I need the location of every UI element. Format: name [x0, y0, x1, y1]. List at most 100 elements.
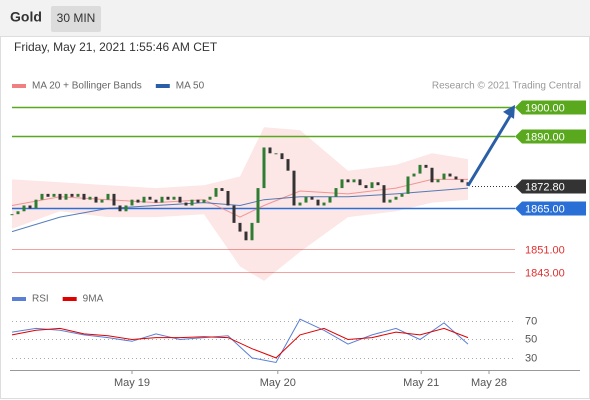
indicator-line [11, 318, 469, 364]
candle [388, 199, 392, 203]
candle [370, 182, 374, 189]
candle [262, 147, 266, 189]
candle [64, 193, 68, 200]
candle [274, 153, 278, 155]
candle [340, 179, 344, 189]
candle [190, 199, 194, 206]
level-tag [515, 129, 586, 144]
interval-label[interactable]: 30 MIN [57, 11, 96, 25]
candle [238, 222, 242, 232]
candle [82, 193, 86, 200]
x-tick-label: May 28 [471, 377, 507, 389]
candle [310, 196, 314, 200]
candle [88, 196, 92, 200]
candle [124, 205, 128, 212]
legend-swatch [155, 84, 170, 88]
candle [76, 193, 80, 197]
candle [34, 199, 38, 209]
ma-line [11, 187, 469, 233]
candle [136, 199, 140, 203]
candle [322, 202, 326, 206]
candle [208, 196, 212, 200]
candle [118, 205, 122, 212]
timestamp: Friday, May 21, 2021 1:55:46 AM CET [14, 40, 218, 54]
legend-swatch [12, 297, 26, 301]
candle [454, 176, 458, 180]
candle [334, 188, 338, 197]
candle [130, 199, 134, 206]
legend-swatch [62, 297, 77, 301]
y-tick-label: 70 [525, 315, 537, 327]
candle [70, 193, 74, 197]
level-label: 1851.00 [525, 244, 565, 256]
legend-label: RSI [32, 294, 49, 305]
candle [406, 176, 410, 194]
candle [400, 193, 404, 197]
candle [358, 179, 362, 186]
legend-label: MA 20 + Bollinger Bands [32, 81, 142, 92]
candle [430, 167, 434, 183]
candle [292, 170, 296, 206]
forecast-arrow [466, 112, 514, 187]
candle [52, 193, 56, 197]
candle [100, 199, 104, 203]
candle [286, 159, 290, 171]
candle [178, 196, 182, 203]
candle [46, 193, 50, 197]
candle [106, 193, 110, 200]
candle [202, 199, 206, 203]
legend-swatch [12, 84, 26, 88]
candle [424, 164, 428, 168]
legend-label: MA 50 [176, 81, 205, 92]
candle [460, 179, 464, 183]
candle [280, 153, 284, 160]
instrument: Gold [10, 9, 42, 25]
candle [232, 205, 236, 223]
candle [394, 196, 398, 200]
y-tick-label: 50 [525, 333, 537, 345]
legend-label: 9MA [83, 294, 104, 305]
candle [160, 196, 164, 203]
candle [448, 173, 452, 177]
candle [40, 193, 44, 200]
candle [244, 231, 248, 241]
candle [196, 199, 200, 203]
candle [166, 196, 170, 200]
candle [214, 188, 218, 197]
candle [352, 179, 356, 183]
candle [256, 188, 260, 223]
candle [250, 222, 254, 241]
candle [220, 188, 224, 191]
candle [328, 196, 332, 203]
x-tick-label: May 19 [114, 377, 150, 389]
interval-button[interactable] [51, 6, 101, 32]
candle [16, 211, 20, 215]
candle [184, 202, 188, 206]
level-label: 1872.80 [525, 181, 565, 193]
candle [412, 173, 416, 177]
level-tag [515, 201, 586, 216]
candle [376, 182, 380, 186]
indicator-line [11, 327, 469, 359]
candle [172, 196, 176, 200]
candle [112, 193, 116, 206]
level-tag [515, 179, 586, 194]
candle [94, 196, 98, 203]
level-label: 1890.00 [525, 131, 565, 143]
candle [268, 147, 272, 154]
level-tag [515, 100, 586, 115]
candle [346, 179, 350, 183]
level-label: 1843.00 [525, 267, 565, 279]
forecast-arrowhead [503, 104, 515, 119]
candle [418, 164, 422, 174]
x-tick-label: May 21 [403, 377, 439, 389]
candle [154, 199, 158, 203]
candle [58, 193, 62, 200]
candle [436, 179, 440, 183]
bollinger-band [12, 127, 468, 281]
candle [142, 196, 146, 203]
candle [28, 205, 32, 209]
candle [148, 196, 152, 200]
